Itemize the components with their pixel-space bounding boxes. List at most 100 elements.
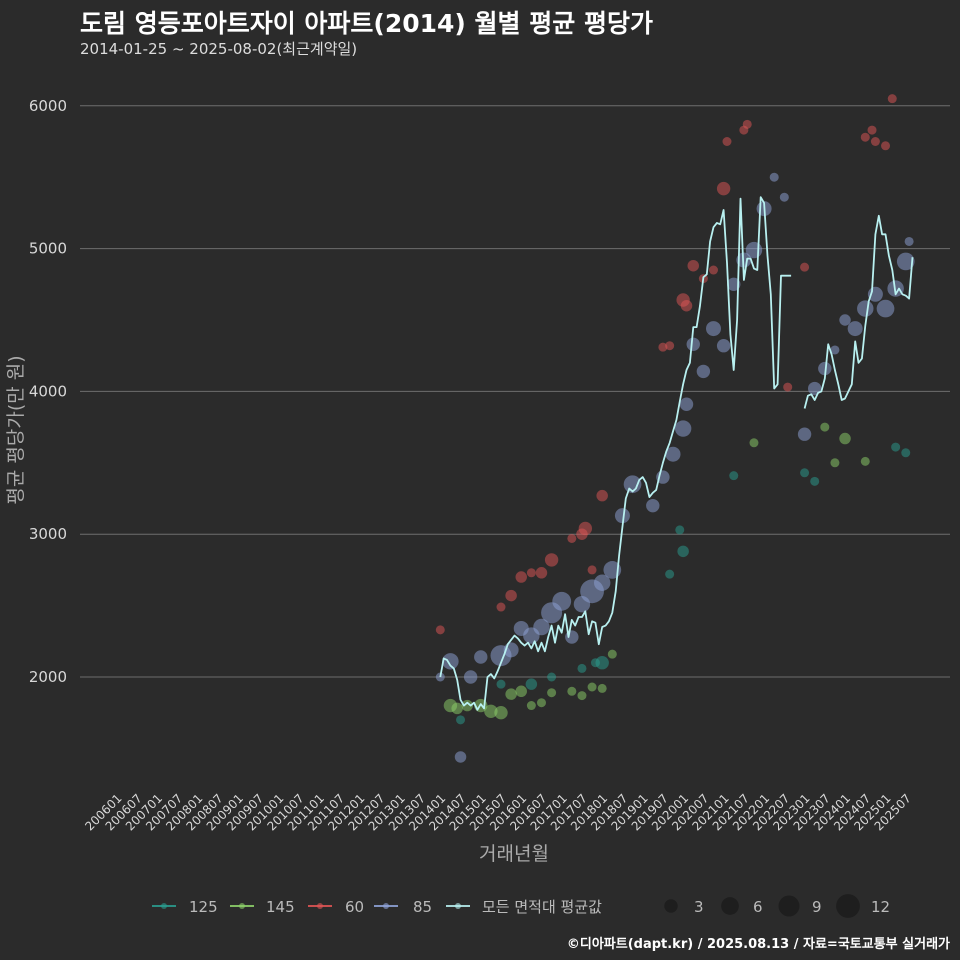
point-125-13 [891, 442, 901, 452]
point-60-15 [680, 299, 693, 312]
legend-label-2: 60 [345, 898, 364, 916]
point-125-6 [595, 656, 609, 670]
point-60-19 [716, 181, 731, 196]
point-85-39 [847, 321, 863, 337]
legend-label-1: 145 [266, 898, 295, 916]
point-125-10 [729, 471, 739, 481]
point-60-23 [783, 382, 793, 392]
point-145-2 [461, 699, 474, 712]
average-line-segment-0 [439, 196, 792, 711]
point-60-5 [535, 567, 548, 579]
point-145-11 [567, 686, 577, 696]
point-60-18 [709, 265, 718, 275]
point-60-27 [870, 137, 880, 146]
legend-size-dot-12 [836, 894, 860, 918]
y-tick-4000: 4000 [29, 382, 67, 400]
point-85-32 [769, 172, 779, 182]
point-125-1 [496, 679, 506, 689]
point-60-12 [658, 342, 668, 352]
point-145-20 [860, 456, 870, 466]
point-145-12 [577, 691, 587, 701]
point-85-38 [839, 314, 851, 326]
point-145-16 [749, 438, 759, 448]
point-145-8 [526, 701, 536, 711]
point-60-3 [515, 571, 527, 583]
point-145-6 [505, 688, 517, 700]
point-85-15 [593, 574, 611, 591]
point-85-18 [623, 475, 642, 494]
legend-key-dot-3 [383, 903, 389, 909]
point-85-1 [442, 653, 459, 670]
point-145-9 [536, 698, 546, 708]
scatter-points [435, 94, 915, 763]
point-60-29 [887, 94, 897, 104]
legend: 125 145 60 85 모든 면적대 평균값 3 6 9 12 [152, 894, 890, 918]
y-tick-labels: 2000 3000 4000 5000 6000 [29, 97, 67, 686]
point-85-22 [674, 420, 692, 437]
point-125-4 [577, 663, 587, 673]
point-60-25 [860, 132, 870, 142]
point-145-10 [547, 688, 557, 698]
point-145-18 [830, 458, 840, 468]
point-60-0 [435, 625, 445, 635]
x-axis-label: 거래년월 [479, 843, 549, 865]
point-125-14 [901, 448, 911, 458]
average-line [439, 196, 914, 711]
point-60-7 [567, 533, 577, 543]
point-85-17 [614, 508, 630, 524]
point-145-1 [451, 702, 463, 715]
point-85-45 [904, 236, 914, 246]
point-85-19 [646, 498, 660, 513]
y-tick-2000: 2000 [29, 668, 67, 686]
point-125-8 [675, 525, 685, 535]
point-145-4 [484, 704, 498, 718]
legend-key-dot-0 [161, 903, 167, 909]
legend-size-dot-9 [778, 895, 800, 917]
point-85-37 [830, 345, 840, 355]
y-tick-5000: 5000 [29, 240, 67, 258]
point-145-13 [587, 682, 597, 692]
point-145-14 [597, 683, 607, 693]
point-85-3 [463, 670, 478, 684]
point-60-24 [800, 262, 810, 272]
point-145-7 [515, 685, 527, 698]
legend-size-label-12: 12 [871, 898, 890, 916]
point-85-42 [876, 299, 895, 318]
point-85-9 [533, 618, 550, 636]
point-125-3 [547, 672, 557, 682]
point-85-33 [779, 192, 789, 202]
point-125-0 [456, 715, 466, 725]
legend-key-dot-4 [455, 903, 461, 909]
legend-size-label-6: 6 [753, 898, 763, 916]
point-85-36 [818, 361, 832, 376]
point-125-9 [677, 545, 689, 558]
point-85-0 [435, 672, 445, 682]
point-125-12 [810, 476, 820, 486]
legend-size-dot-3 [664, 899, 678, 913]
legend-label-4: 모든 면적대 평균값 [482, 898, 602, 916]
point-85-44 [896, 252, 915, 271]
legend-size-label-9: 9 [812, 898, 822, 916]
x-tick-labels: 2006012006072007012007072008012008072009… [82, 791, 914, 833]
point-60-6 [544, 553, 559, 567]
point-85-24 [686, 337, 700, 351]
point-60-2 [505, 589, 517, 602]
point-60-1 [496, 602, 506, 612]
point-85-25 [696, 364, 711, 379]
point-145-19 [839, 432, 851, 445]
legend-key-dot-2 [317, 903, 323, 909]
source-credit: ©디아파트(dapt.kr) / 2025.08.13 / 자료=국토교통부 실… [566, 937, 950, 952]
average-line-segment-1 [803, 214, 914, 409]
chart-subtitle: 2014-01-25 ~ 2025-08-02(최근계약일) [80, 40, 358, 58]
legend-label-3: 85 [413, 898, 432, 916]
chart-title: 도림 영등포아트자이 아파트(2014) 월별 평균 평당가 [80, 9, 653, 38]
point-85-11 [552, 591, 572, 611]
point-60-4 [526, 568, 536, 578]
point-60-20 [722, 137, 732, 146]
point-85-40 [857, 300, 874, 317]
point-85-26 [706, 321, 721, 337]
point-85-23 [679, 397, 694, 411]
point-60-11 [596, 489, 608, 502]
point-85-2 [454, 751, 467, 763]
